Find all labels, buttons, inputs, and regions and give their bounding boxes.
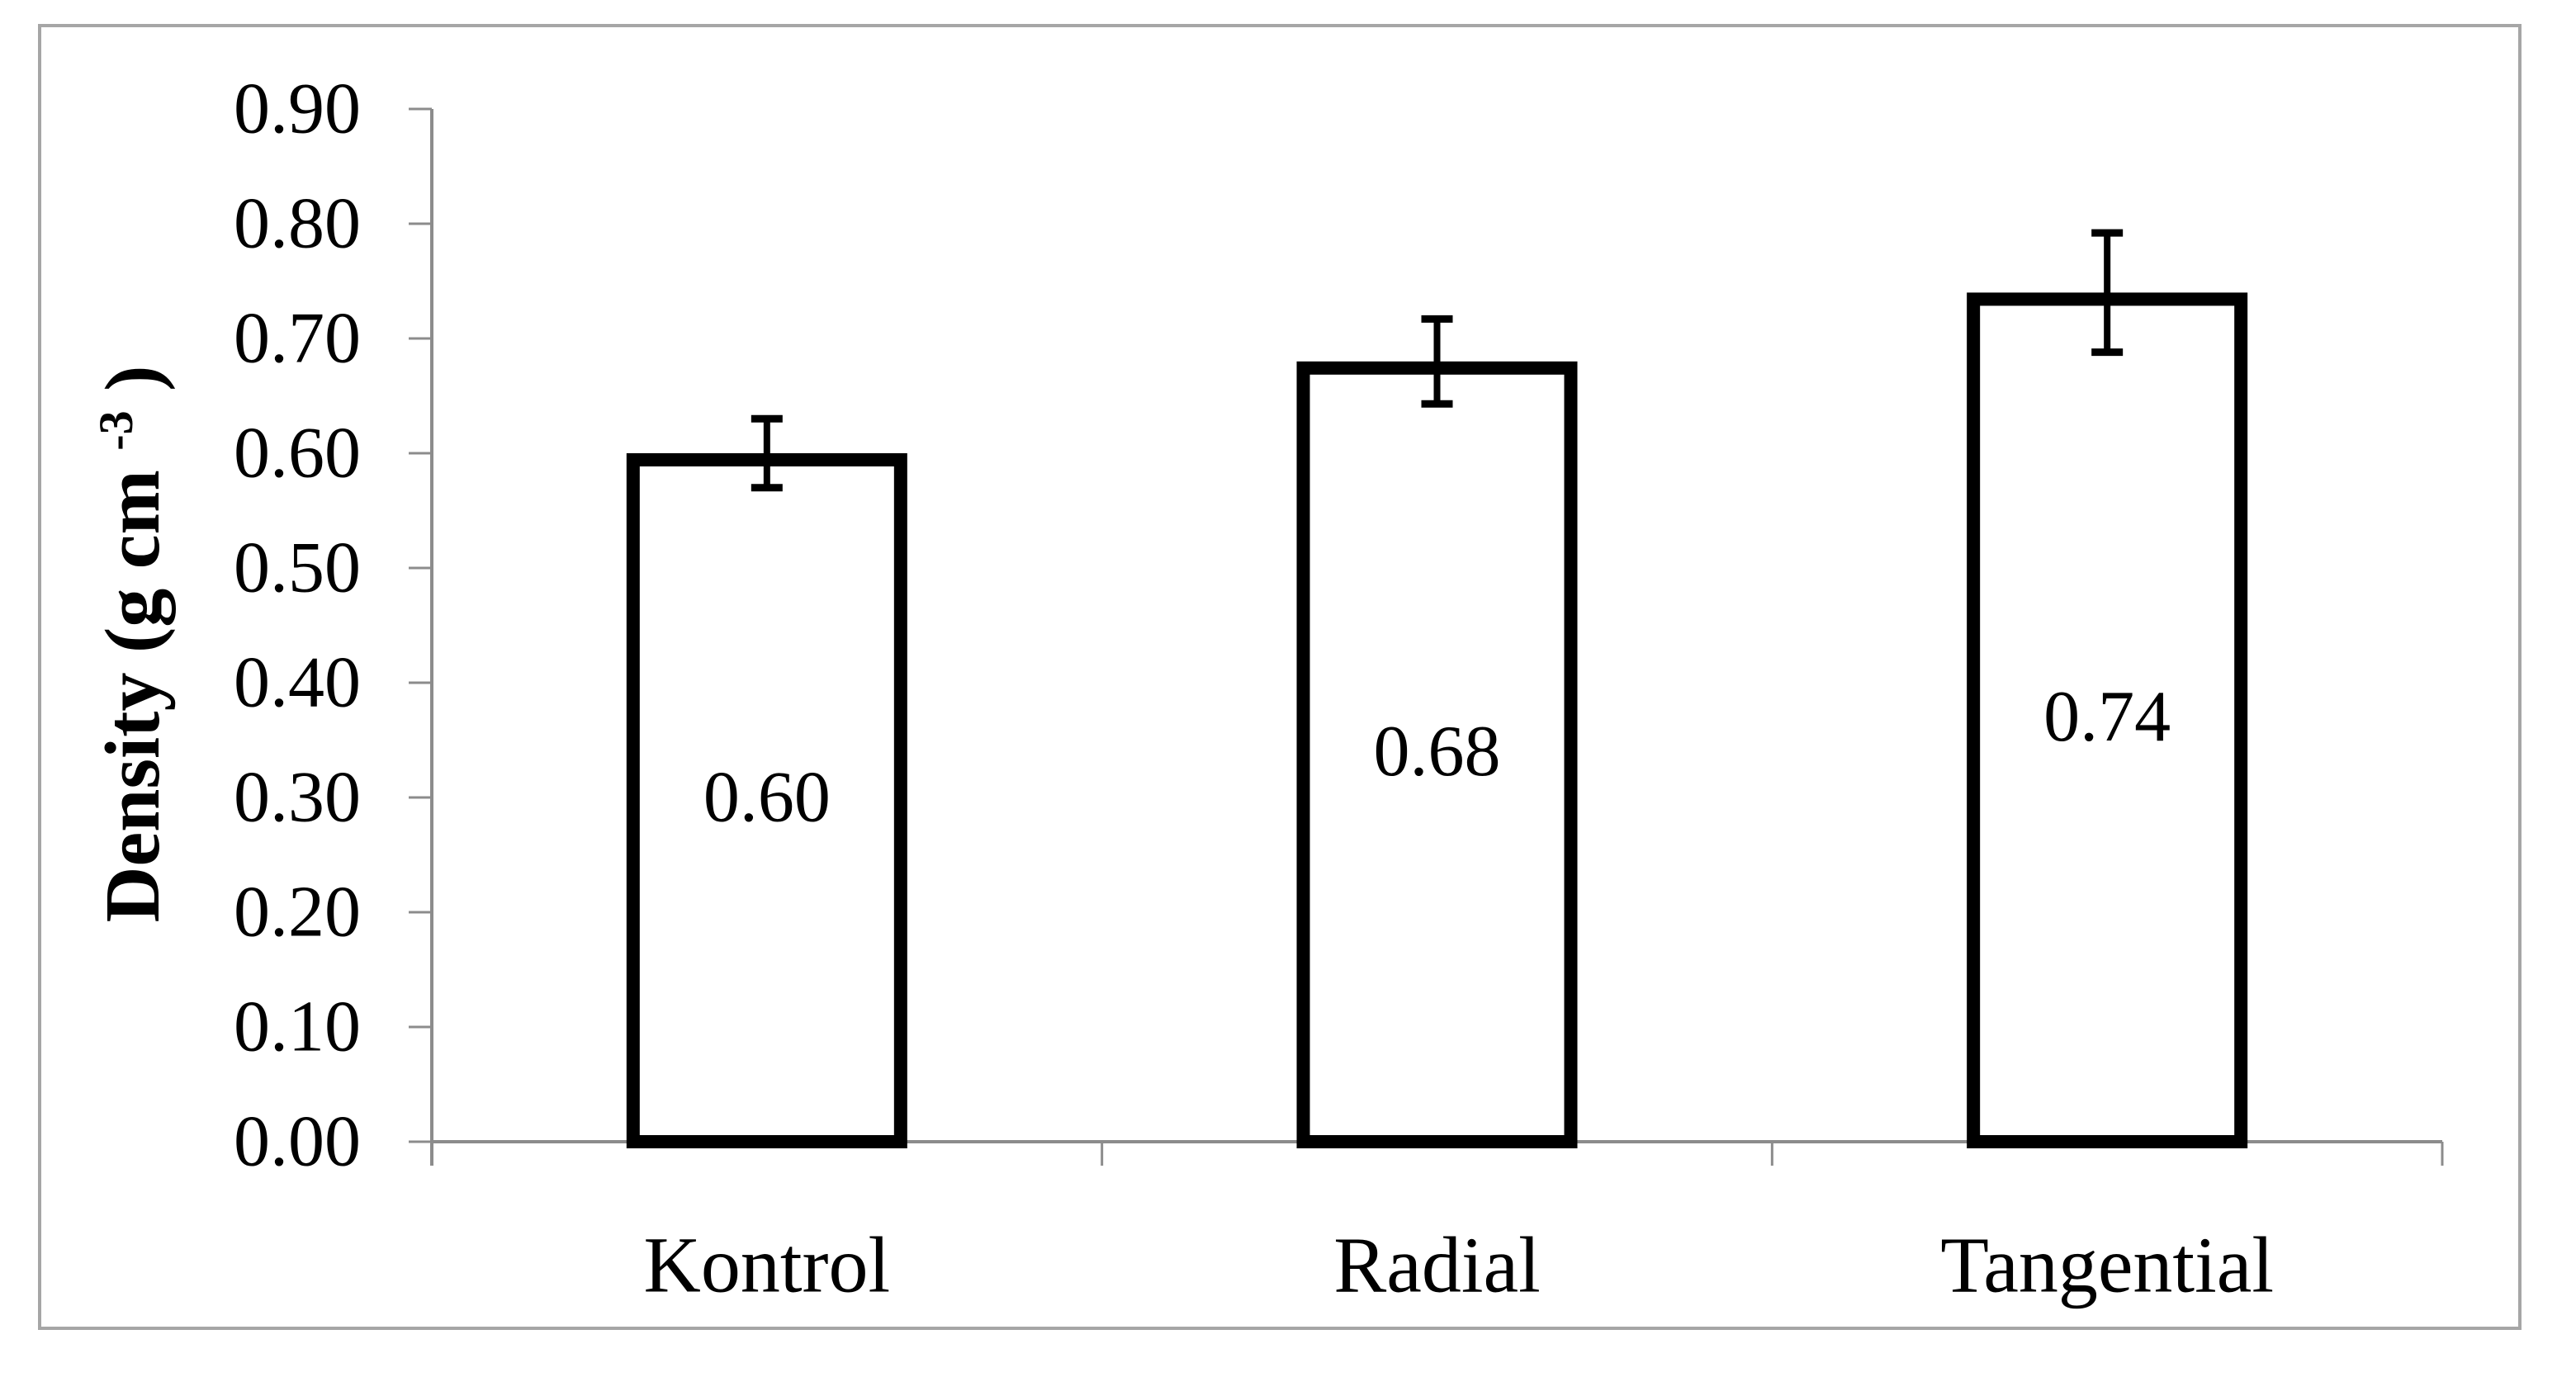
- figure-border: [38, 24, 2522, 1330]
- y-tick-label: 0.70: [234, 299, 361, 379]
- y-tick-label: 0.00: [234, 1102, 361, 1182]
- y-axis-title-close: ): [90, 366, 176, 391]
- y-tick-label: 0.10: [234, 987, 361, 1067]
- y-tick-label: 0.60: [234, 414, 361, 494]
- bars: [626, 292, 2248, 1148]
- category-labels: Kontrol Radial Tangential: [644, 1221, 2275, 1309]
- y-tick-label: 0.50: [234, 528, 361, 608]
- y-axis-title-main: Density (g cm: [90, 470, 176, 922]
- bar-kontrol: [626, 453, 907, 1148]
- bar-value-label: 0.60: [703, 758, 831, 838]
- bar-radial: [1296, 361, 1578, 1148]
- y-tick-label: 0.80: [234, 184, 361, 264]
- y-tick-label: 0.90: [234, 69, 361, 149]
- y-tick-label: 0.40: [234, 643, 361, 723]
- y-axis-title-superscript: -3: [89, 410, 143, 450]
- y-tick-label: 0.30: [234, 758, 361, 838]
- y-tick-label: 0.20: [234, 873, 361, 953]
- x-category-label: Tangential: [1940, 1221, 2274, 1309]
- y-axis-title: Density (g cm -3 ): [64, 366, 176, 923]
- error-bars: [751, 229, 2124, 492]
- x-category-label: Kontrol: [644, 1221, 891, 1309]
- y-axis: 0.00 0.10 0.20 0.30 0.40 0.50 0.60 0.70 0.80 0.90: [234, 69, 433, 1182]
- bar-value-label: 0.68: [1374, 712, 1501, 792]
- value-labels: 0.60 0.68 0.74: [703, 677, 2171, 837]
- bar-value-label: 0.74: [2043, 677, 2171, 757]
- x-category-label: Radial: [1333, 1221, 1541, 1309]
- bar-tangential: [1967, 292, 2248, 1148]
